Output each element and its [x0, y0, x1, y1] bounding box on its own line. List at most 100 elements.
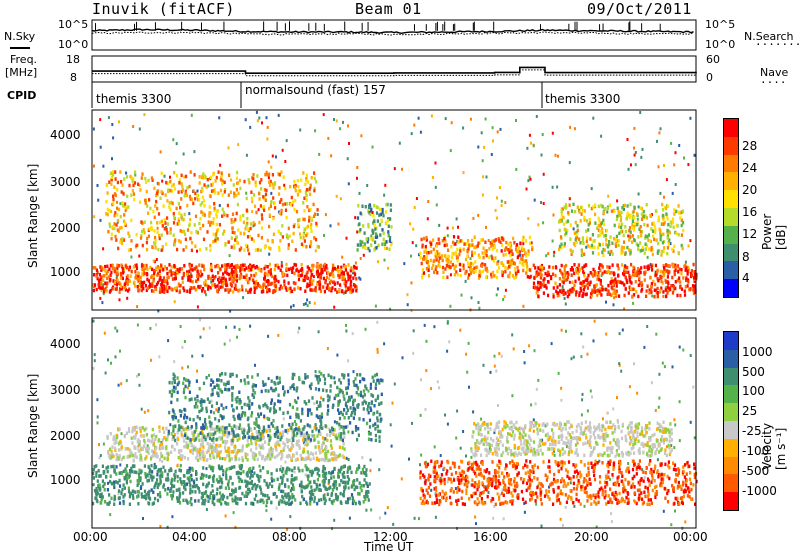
scatter-cell — [285, 139, 288, 143]
heatmap-cell-0 — [214, 285, 217, 289]
scatter-cell — [673, 163, 676, 167]
heatmap-cell-0 — [98, 474, 101, 478]
heatmap-cell-0 — [264, 264, 267, 269]
heatmap-cell-1 — [258, 443, 261, 448]
heatmap-cell-1 — [262, 446, 265, 450]
heatmap-cell-0 — [103, 470, 106, 474]
heatmap-cell-0 — [177, 282, 180, 286]
scatter-cell — [107, 358, 109, 362]
heatmap-cell-0 — [147, 279, 150, 283]
heatmap-cell-1 — [313, 214, 316, 218]
heatmap-cell-1 — [192, 201, 195, 206]
heatmap-cell-0 — [273, 289, 276, 293]
heatmap-cell-0 — [161, 474, 164, 478]
scatter-cell — [150, 358, 152, 362]
scatter-cell — [504, 288, 507, 292]
scatter-cell — [261, 121, 263, 125]
heatmap-cell-0 — [93, 488, 97, 493]
heatmap-cell-0 — [142, 268, 145, 273]
heatmap-cell-0 — [336, 281, 339, 285]
heatmap-cell-0 — [194, 490, 197, 494]
heatmap-cell-1 — [133, 197, 136, 202]
heatmap-cell-0 — [271, 484, 274, 489]
scatter-cell — [333, 305, 336, 309]
heatmap-cell-0 — [337, 273, 340, 278]
heatmap-cell-0 — [311, 267, 314, 272]
scatter-cell — [692, 385, 695, 389]
heatmap-cell-0 — [207, 499, 210, 503]
heatmap-cell-0 — [323, 262, 326, 267]
heatmap-cell-0 — [289, 286, 292, 291]
heatmap-cell-0 — [260, 290, 263, 294]
heatmap-cell-0 — [352, 268, 355, 273]
heatmap-cell-0 — [300, 489, 303, 494]
scatter-cell — [102, 442, 105, 446]
scatter-cell — [434, 185, 437, 189]
heatmap-cell-0 — [360, 484, 363, 488]
heatmap-cell-0 — [272, 289, 275, 293]
heatmap-cell-0 — [292, 266, 295, 270]
scatter-cell — [181, 366, 184, 370]
heatmap-cell-0 — [187, 275, 190, 279]
scatter-cell — [266, 137, 269, 141]
heatmap-cell-0 — [293, 271, 296, 276]
heatmap-cell-0 — [306, 282, 309, 286]
heatmap-cell-0 — [213, 283, 216, 287]
heatmap-cell-0 — [270, 500, 273, 505]
heatmap-cell-0 — [224, 486, 227, 490]
scatter-cell — [383, 193, 386, 197]
heatmap-cell-0 — [250, 501, 253, 506]
heatmap-cell-0 — [349, 290, 352, 294]
heatmap-cell-0 — [351, 289, 354, 293]
scatter-cell — [181, 345, 184, 349]
heatmap-cell-0 — [103, 274, 106, 278]
scatter-cell — [337, 270, 340, 273]
heatmap-cell-0 — [355, 266, 358, 270]
scatter-cell — [401, 356, 404, 360]
heatmap-cell-0 — [101, 286, 104, 290]
heatmap-cell-0 — [336, 267, 339, 272]
heatmap-cell-0 — [187, 278, 190, 282]
heatmap-cell-0 — [156, 472, 159, 477]
freq-right-top-tick: 60 — [706, 53, 720, 66]
heatmap-cell-1 — [119, 170, 122, 174]
heatmap-cell-0 — [100, 265, 103, 270]
heatmap-cell-0 — [284, 286, 287, 290]
heatmap-cell-1 — [274, 426, 277, 431]
heatmap-cell-0 — [100, 497, 103, 502]
scatter-cell — [241, 288, 244, 292]
heatmap-cell-1 — [199, 442, 202, 447]
heatmap-cell-0 — [239, 263, 242, 268]
heatmap-cell-1 — [322, 458, 325, 462]
heatmap-cell-0 — [133, 464, 136, 468]
scatter-cell — [636, 391, 639, 395]
scatter-cell — [163, 174, 166, 178]
heatmap-cell-0 — [363, 464, 366, 469]
heatmap-cell-0 — [282, 489, 285, 494]
scatter-cell — [347, 486, 350, 490]
scatter-cell — [605, 300, 607, 304]
scatter-cell — [155, 258, 158, 261]
scatter-cell — [687, 163, 690, 167]
scatter-cell — [418, 517, 420, 521]
heatmap-cell-1 — [235, 425, 238, 429]
heatmap-cell-0 — [328, 470, 331, 475]
heatmap-cell-0 — [116, 266, 119, 270]
scatter-cell — [477, 213, 480, 217]
heatmap-cell-1 — [182, 439, 186, 443]
heatmap-cell-0 — [362, 471, 366, 475]
heatmap-cell-0 — [176, 268, 179, 272]
scatter-cell — [662, 509, 665, 513]
heatmap-cell-0 — [233, 274, 236, 278]
scatter-cell — [316, 213, 319, 216]
heatmap-cell-0 — [288, 467, 291, 472]
heatmap-cell-0 — [131, 493, 134, 498]
scatter-cell — [659, 127, 662, 131]
scatter-cell — [99, 218, 102, 222]
heatmap-cell-1 — [131, 453, 134, 458]
scatter-cell — [418, 253, 420, 257]
heatmap-cell-0 — [341, 289, 344, 293]
heatmap-cell-0 — [215, 491, 219, 496]
heatmap-cell-0 — [152, 274, 155, 279]
